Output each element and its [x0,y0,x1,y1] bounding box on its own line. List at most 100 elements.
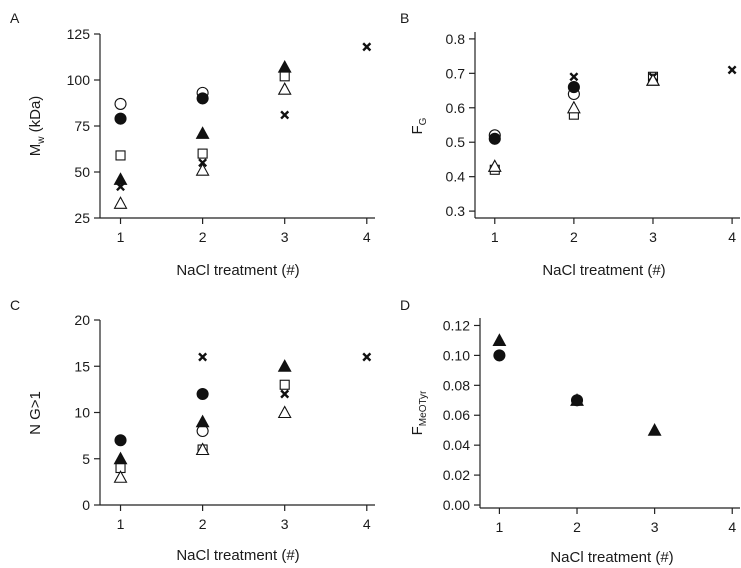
data-point-cross [727,65,737,75]
y-tick-label-c: 15 [74,358,90,374]
data-point-cross [116,182,125,192]
data-point-open-triangle [277,82,292,95]
y-axis-title-main-c: N G>1 [27,391,44,435]
data-point-open-triangle [113,196,128,209]
data-point-filled-triangle [113,172,128,185]
x-axis-title-d: NaCl treatment (#) [550,549,673,566]
y-tick-label-d: 0.10 [443,347,470,363]
x-tick-label-c: 4 [363,516,371,532]
ticks-d: 1 2 3 4 0.00 0.02 0.04 0.06 0.08 0.10 0.12 [443,317,737,535]
x-tick-label-b: 4 [728,229,736,245]
panel-letter-d: D [400,297,410,313]
points-c [113,352,372,483]
x-axis-title-a: NaCl treatment (#) [176,262,299,279]
data-point-filled-circle [567,81,580,94]
data-point-open-triangle [195,163,210,176]
data-point-filled-triangle [113,451,128,465]
ticks-b: 1 2 3 4 0.3 0.4 0.5 0.6 0.7 0.8 [446,31,737,245]
y-tick-label-d: 0.08 [443,377,470,393]
y-axis-title-b: FG [409,117,429,134]
y-tick-label-b: 0.6 [446,100,466,116]
data-point-open-circle [114,97,127,110]
y-tick-label-d: 0.12 [443,317,470,333]
y-tick-label-b: 0.4 [446,169,466,185]
panel-c: C 1 2 3 4 0 5 10 15 20 N G>1 NaCl treatment (#) [10,297,375,564]
y-tick-label-d: 0.02 [443,467,470,483]
data-point-cross [198,158,208,168]
ticks-a: 1 2 3 4 25 50 75 100 125 [67,26,371,245]
x-axis-title-c: NaCl treatment (#) [176,547,299,564]
y-axis-title-sub-d: MeOTyr [418,390,429,426]
points-b [487,65,737,175]
data-point-cross [280,389,290,399]
y-tick-label-b: 0.7 [446,65,466,81]
y-axis-title-rest-a: (kDa) [27,96,44,137]
data-point-open-triangle [646,73,660,86]
y-tick-label-d: 0.06 [443,407,470,423]
data-point-open-square [279,379,290,390]
data-point-filled-triangle [195,414,210,428]
data-point-filled-triangle [647,423,662,436]
data-point-filled-triangle [570,393,584,406]
data-point-cross [362,42,372,52]
y-tick-label-a: 25 [74,210,90,226]
data-point-filled-circle [196,387,209,401]
data-point-filled-circle [114,112,127,125]
data-point-open-square [197,148,208,159]
data-point-filled-circle [493,349,506,362]
x-tick-label-b: 2 [570,229,578,245]
y-axis-title-main-d: F [409,426,426,435]
y-tick-label-a: 75 [74,118,90,134]
y-tick-label-a: 125 [67,26,91,42]
points-d [492,333,662,436]
x-tick-label-d: 1 [496,519,504,535]
panel-d: D 1 2 3 4 0.00 0.02 0.04 0.06 0.08 0.10 0.12 FMeOT… [400,297,740,566]
y-axis-title-sub-b: G [418,117,429,125]
y-tick-label-a: 100 [67,72,91,88]
data-point-filled-circle [488,132,501,145]
y-tick-label-c: 10 [74,405,90,421]
x-tick-label-c: 3 [281,516,289,532]
x-tick-label-a: 3 [281,229,289,245]
x-axis-title-b: NaCl treatment (#) [542,262,665,279]
x-tick-label-a: 2 [199,229,207,245]
y-tick-label-a: 50 [74,164,90,180]
panel-b: B 1 2 3 4 0.3 0.4 0.5 0.6 0.7 0.8 FG NaCl treatme… [400,10,740,279]
data-point-open-triangle [277,405,292,419]
panel-letter-b: B [400,10,409,26]
y-tick-label-b: 0.8 [446,31,466,47]
y-tick-label-d: 0.04 [443,437,470,453]
x-tick-label-c: 2 [199,516,207,532]
data-point-filled-triangle [277,359,292,372]
x-tick-label-a: 1 [117,229,125,245]
panel-letter-a: A [10,10,20,26]
y-tick-label-d: 0.00 [443,497,470,513]
y-axis-title-main-a: M [27,144,44,157]
data-point-cross [280,110,290,120]
x-tick-label-a: 4 [363,229,371,245]
x-tick-label-b: 3 [649,229,657,245]
data-point-filled-triangle [277,59,292,73]
data-point-filled-circle [196,92,209,105]
x-tick-label-c: 1 [117,516,125,532]
points-a [113,42,372,209]
x-tick-label-d: 3 [651,519,659,535]
y-tick-label-c: 0 [82,497,90,513]
y-axis-title-c: N G>1 [27,391,44,435]
data-point-filled-triangle [492,333,507,346]
data-point-open-triangle [566,100,581,114]
data-point-open-triangle [195,442,210,456]
data-point-open-triangle [487,159,502,172]
data-point-cross [569,72,579,82]
data-point-open-square [115,150,126,161]
x-tick-label-d: 4 [728,519,736,535]
y-tick-label-b: 0.3 [446,203,466,219]
y-tick-label-c: 20 [74,312,90,328]
y-axis-title-sub-a: w [36,136,47,145]
data-point-cross [362,352,372,362]
y-axis-title-main-b: F [409,125,426,134]
data-point-open-square [279,71,290,82]
y-axis-title-a: Mw (kDa) [27,96,47,157]
y-tick-label-b: 0.5 [446,134,466,150]
